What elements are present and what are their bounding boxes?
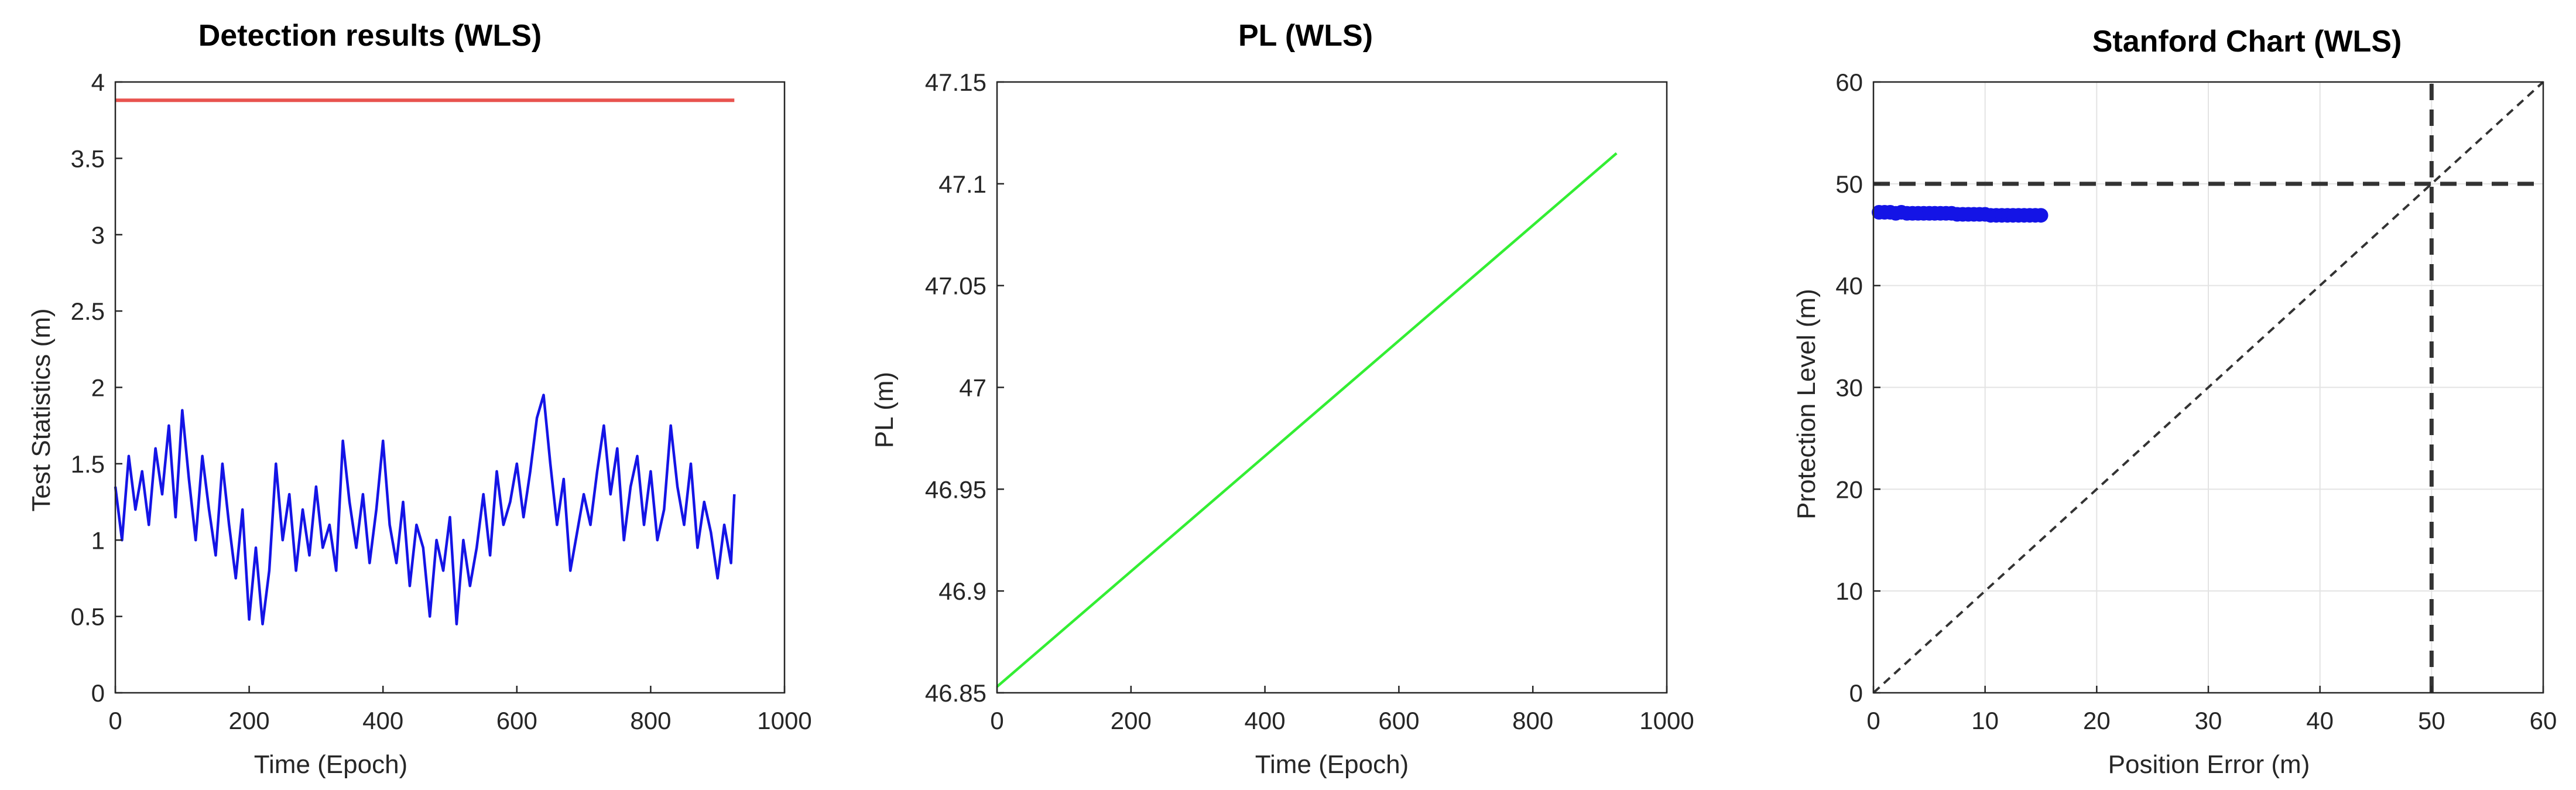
detection-results-panel: Detection results (WLS) Time (Epoch) Tes… — [27, 19, 812, 779]
y-tick-label: 3.5 — [71, 145, 105, 172]
x-tick-label: 50 — [2418, 707, 2445, 734]
y-tick-label: 46.9 — [938, 577, 986, 605]
y-tick-label: 0.5 — [71, 603, 105, 631]
x-tick-label: 800 — [630, 707, 671, 734]
plot-area: 0 200 400 600 800 1000 0 0.5 1 1.5 2 2.5 3 3.5 4 — [71, 69, 812, 734]
x-tick-label: 200 — [1111, 707, 1152, 734]
x-tick-label: 1000 — [757, 707, 811, 734]
y-axis-label: PL (m) — [870, 372, 899, 448]
series-line-1 — [114, 394, 736, 625]
y-tick-label: 46.95 — [925, 476, 986, 503]
y-tick-label: 1 — [91, 526, 105, 554]
x-tick-label: 400 — [1245, 707, 1286, 734]
y-tick-label: 30 — [1835, 374, 1863, 402]
x-tick-label: 20 — [2083, 707, 2111, 734]
y-tick-label: 10 — [1835, 577, 1863, 605]
x-axis-label: Position Error (m) — [2108, 750, 2310, 779]
plot-area: 0 10 20 30 40 50 60 0 10 20 30 40 50 60 — [1835, 69, 2557, 734]
x-tick-label: 600 — [496, 707, 537, 734]
y-tick-label: 50 — [1835, 170, 1863, 198]
x-axis-label: Time (Epoch) — [1255, 750, 1409, 779]
y-tick-label: 47.1 — [938, 170, 986, 198]
x-tick-label: 0 — [108, 707, 122, 734]
x-tick-label: 800 — [1512, 707, 1553, 734]
y-tick-label: 40 — [1835, 272, 1863, 300]
x-tick-label: 0 — [1866, 707, 1880, 734]
chart-title: Stanford Chart (WLS) — [2092, 25, 2402, 59]
diagonal-reference-line — [1872, 81, 2544, 694]
y-tick-label: 47 — [959, 374, 986, 402]
x-axis-label: Time (Epoch) — [254, 750, 407, 779]
x-tick-label: 400 — [362, 707, 403, 734]
x-tick-label: 60 — [2530, 707, 2557, 734]
stanford-chart-panel: Stanford Chart (WLS) Position Error (m) … — [1792, 25, 2557, 779]
chart-title: Detection results (WLS) — [198, 19, 542, 53]
series-line-0 — [996, 152, 1618, 688]
y-tick-label: 47.05 — [925, 272, 986, 300]
x-tick-label: 600 — [1378, 707, 1419, 734]
x-tick-label: 30 — [2195, 707, 2222, 734]
scatter-point — [2033, 208, 2049, 223]
y-axis-label: Test Statistics (m) — [27, 308, 56, 511]
y-tick-label: 0 — [1849, 679, 1863, 707]
y-tick-label: 2.5 — [71, 297, 105, 325]
y-tick-label: 46.85 — [925, 679, 986, 707]
chart-title: PL (WLS) — [1238, 19, 1373, 53]
pl-panel: PL (WLS) Time (Epoch) PL (m) 0 200 400 600 8… — [870, 19, 1694, 779]
y-tick-label: 20 — [1835, 476, 1863, 503]
x-tick-label: 200 — [229, 707, 270, 734]
plot-background — [115, 82, 785, 693]
x-tick-label: 0 — [990, 707, 1003, 734]
x-tick-label: 10 — [1971, 707, 1999, 734]
y-tick-label: 4 — [91, 69, 105, 96]
y-tick-label: 3 — [91, 221, 105, 249]
y-tick-label: 2 — [91, 374, 105, 402]
y-tick-label: 60 — [1835, 69, 1863, 96]
x-tick-label: 1000 — [1639, 707, 1694, 734]
y-tick-label: 47.15 — [925, 69, 986, 96]
plot-area: 0 200 400 600 800 1000 46.85 46.9 46.95 47 47.05 47… — [925, 69, 1694, 734]
x-tick-label: 40 — [2306, 707, 2334, 734]
y-tick-label: 1.5 — [71, 450, 105, 478]
y-tick-label: 0 — [91, 679, 105, 707]
y-axis-label: Protection Level (m) — [1792, 289, 1821, 519]
